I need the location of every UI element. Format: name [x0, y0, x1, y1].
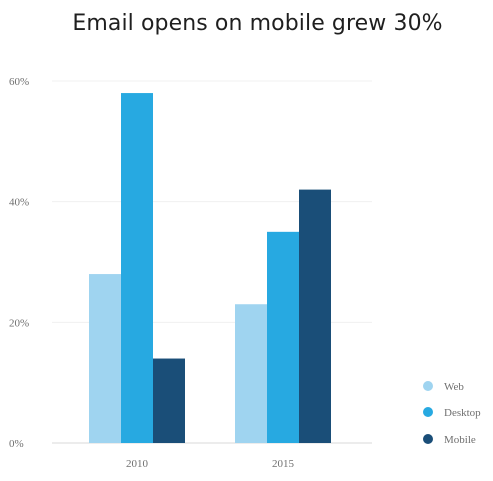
- x-tick-label: 2010: [126, 458, 149, 470]
- x-axis-tick-labels: 2010 2015: [126, 458, 295, 470]
- y-tick-label: 60%: [9, 76, 29, 88]
- legend-swatch-mobile: [423, 434, 433, 444]
- bar-web-2015: [235, 304, 267, 443]
- y-tick-label: 20%: [9, 317, 29, 329]
- y-tick-label: 40%: [9, 197, 29, 209]
- legend-label-desktop: Desktop: [444, 407, 481, 419]
- chart-title: Email opens on mobile grew 30%: [72, 11, 443, 36]
- bars: [89, 93, 331, 444]
- bar-desktop-2015: [267, 231, 299, 443]
- legend-label-mobile: Mobile: [444, 434, 476, 446]
- y-tick-label: 0%: [9, 438, 24, 450]
- x-tick-label: 2015: [272, 458, 295, 470]
- bar-desktop-2010: [121, 93, 153, 444]
- legend: Web Desktop Mobile: [423, 381, 481, 446]
- y-axis-tick-labels: 0% 20% 40% 60%: [9, 76, 29, 450]
- bar-web-2010: [89, 274, 121, 443]
- legend-swatch-web: [423, 381, 433, 391]
- legend-swatch-desktop: [423, 407, 433, 417]
- bar-mobile-2010: [153, 358, 185, 443]
- bar-mobile-2015: [299, 189, 331, 443]
- legend-label-web: Web: [444, 381, 464, 393]
